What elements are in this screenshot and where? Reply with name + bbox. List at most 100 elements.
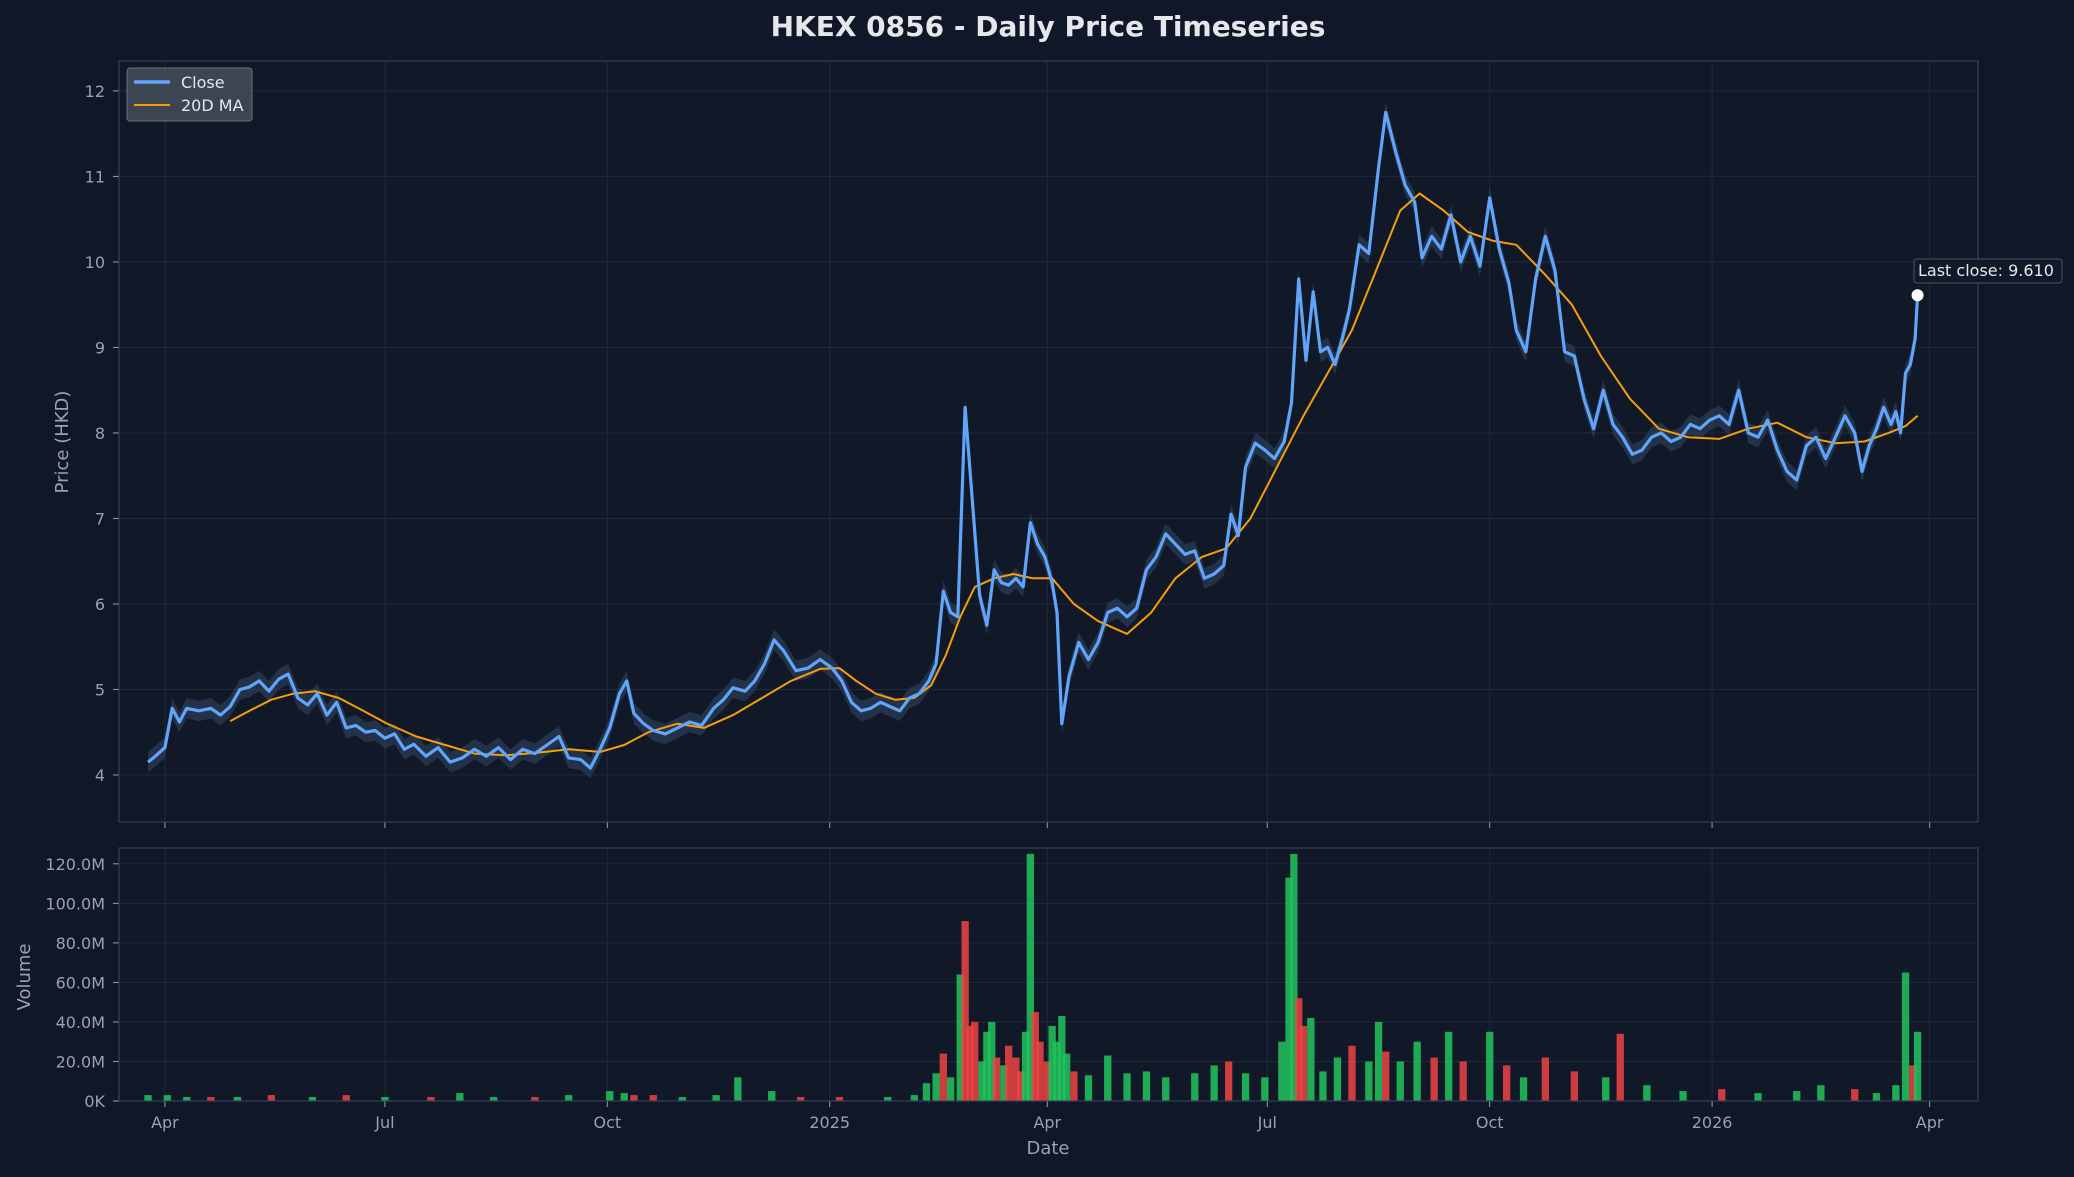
price-gridlines [119,61,1978,822]
volume-bar [1679,1091,1687,1101]
volume-bar [163,1095,171,1101]
volume-y-tick-label: 100.0M [45,894,105,913]
price-y-tick-label: 12 [85,82,105,101]
volume-bar [1142,1071,1151,1101]
volume-bar [620,1093,628,1101]
price-lines [146,110,1924,770]
volume-bar [342,1095,350,1101]
volume-bar [1892,1085,1900,1101]
x-tick-label: Apr [151,1113,179,1132]
volume-bar [1162,1077,1170,1101]
volume-bar [1241,1073,1250,1101]
volume-bar [678,1097,686,1101]
volume-bar [1901,972,1910,1101]
x-tick-label: Oct [1476,1113,1504,1132]
volume-bar [233,1097,242,1101]
legend: Close 20D MA [126,67,253,122]
volume-bar [649,1095,657,1101]
volume-bar [910,1095,918,1101]
volume-bar [1817,1085,1825,1101]
volume-bar [1754,1093,1762,1101]
volume-bar [835,1097,844,1101]
volume-bar [183,1097,191,1101]
volume-bar [734,1077,742,1101]
volume-bar [606,1091,614,1101]
volume-bar [1000,1065,1008,1101]
volume-bars [144,853,1922,1101]
x-tick-label: Apr [1033,1113,1061,1132]
volume-bar [427,1097,435,1101]
volume-bar [308,1097,317,1101]
volume-bar [1031,1012,1039,1101]
volume-bar [1872,1093,1881,1101]
volume-y-tick-label: 60.0M [56,973,105,992]
volume-bar [1374,1021,1383,1101]
volume-bar [1017,1071,1025,1101]
price-panel-frame [118,60,1979,823]
volume-bar [961,921,969,1101]
volume-bar [1365,1061,1373,1101]
volume-bar [1063,1053,1071,1101]
price-y-tick-label: 8 [95,424,105,443]
last-close-box [1913,258,2063,284]
volume-bar [1541,1057,1549,1101]
volume-bar [1319,1071,1327,1101]
volume-y-tick-label: 120.0M [45,855,105,874]
last-close-text: Last close: 9.610 [1918,261,2054,280]
volume-bar [992,1057,1001,1101]
volume-bar [1503,1065,1511,1101]
volume-bar [1413,1041,1421,1101]
x-tick-label: Jul [374,1113,394,1132]
volume-bar [1036,1041,1044,1101]
volume-bar [884,1097,892,1101]
volume-bar [565,1095,573,1101]
legend-ma-label: 20D MA [181,96,244,115]
volume-bar [797,1097,805,1101]
price-y-tick-label: 7 [95,509,105,528]
volume-bar [1519,1077,1528,1101]
legend-close-label: Close [181,73,225,92]
volume-bar [1570,1071,1578,1101]
volume-bar [922,1083,931,1101]
volume-bar [1913,1031,1922,1101]
volume-bar [1191,1073,1199,1101]
volume-bar [381,1097,389,1101]
volume-panel-frame [118,847,1979,1102]
x-tick-label: Jul [1257,1113,1277,1132]
volume-bar [1382,1051,1390,1101]
price-y-tick-label: 10 [85,253,105,272]
volume-x-ticks: Apr Jul Oct 2025 Apr Jul Oct 2026 Apr [151,1101,1944,1132]
volume-bar [1026,853,1034,1101]
volume-bar [1430,1057,1438,1101]
volume-bar [971,1021,979,1101]
volume-bar [630,1095,638,1101]
volume-bar [456,1093,464,1101]
volume-bar [1012,1057,1020,1101]
volume-bar [490,1097,498,1101]
volume-bar [1123,1073,1131,1101]
price-y-tick-label: 6 [95,595,105,614]
volume-bar [1048,1025,1056,1101]
volume-y-axis-label: Volume [14,944,35,1011]
volume-bar [988,1021,996,1101]
price-panel-background [119,61,1978,822]
volume-bar [1851,1089,1859,1101]
chart-title: HKEX 0856 - Daily Price Timeseries [771,10,1326,43]
price-y-tick-label: 9 [95,338,105,357]
volume-bar [1021,1031,1030,1101]
volume-bar [1643,1085,1651,1101]
close-line [146,110,1920,770]
price-y-tick-label: 5 [95,680,105,699]
volume-bar [1043,1061,1051,1101]
price-y-tick-label: 4 [95,766,105,785]
volume-bar [966,1025,974,1101]
volume-bar [1053,1041,1061,1101]
volume-bar [1290,853,1298,1101]
volume-bar [1602,1077,1610,1101]
volume-bar [1718,1089,1726,1101]
volume-bar [1058,1016,1066,1101]
volume-bar [1299,1025,1308,1101]
volume-bar [1084,1075,1093,1101]
volume-bar [1396,1061,1404,1101]
